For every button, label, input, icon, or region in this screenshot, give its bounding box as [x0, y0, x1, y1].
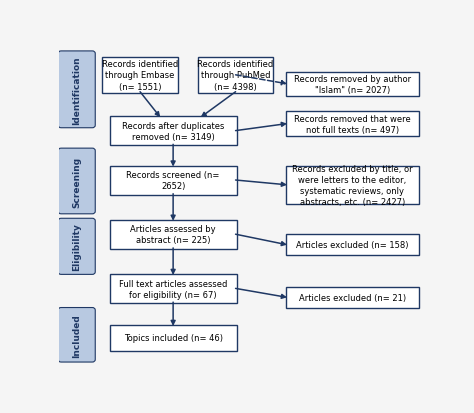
Text: Records identified
through Embase
(n= 1551): Records identified through Embase (n= 15…: [102, 60, 178, 91]
FancyBboxPatch shape: [109, 325, 237, 351]
FancyBboxPatch shape: [286, 235, 419, 256]
FancyBboxPatch shape: [58, 52, 95, 128]
FancyBboxPatch shape: [286, 166, 419, 205]
Text: Screening: Screening: [72, 156, 81, 207]
FancyBboxPatch shape: [58, 149, 95, 214]
FancyBboxPatch shape: [109, 220, 237, 249]
FancyBboxPatch shape: [58, 219, 95, 275]
Text: Identification: Identification: [72, 56, 81, 124]
Text: Full text articles assessed
for eligibility (n= 67): Full text articles assessed for eligibil…: [119, 279, 228, 299]
FancyBboxPatch shape: [198, 58, 273, 93]
Text: Articles excluded (n= 21): Articles excluded (n= 21): [299, 293, 406, 302]
Text: Included: Included: [72, 313, 81, 357]
Text: Eligibility: Eligibility: [72, 223, 81, 271]
FancyBboxPatch shape: [109, 166, 237, 195]
FancyBboxPatch shape: [58, 308, 95, 362]
FancyBboxPatch shape: [286, 287, 419, 308]
Text: Records excluded by title, or
were letters to the editor,
systematic reviews, on: Records excluded by title, or were lette…: [292, 164, 412, 206]
Text: Records identified
through PubMed
(n= 4398): Records identified through PubMed (n= 43…: [198, 60, 273, 91]
Text: Records after duplicates
removed (n= 3149): Records after duplicates removed (n= 314…: [122, 121, 224, 142]
FancyBboxPatch shape: [109, 274, 237, 303]
Text: Records screened (n=
2652): Records screened (n= 2652): [127, 171, 220, 191]
Text: Records removed by author
"Islam" (n= 2027): Records removed by author "Islam" (n= 20…: [294, 74, 411, 95]
FancyBboxPatch shape: [109, 117, 237, 146]
Text: Articles assessed by
abstract (n= 225): Articles assessed by abstract (n= 225): [130, 225, 216, 245]
FancyBboxPatch shape: [286, 112, 419, 136]
Text: Records removed that were
not full texts (n= 497): Records removed that were not full texts…: [294, 114, 410, 134]
Text: Topics included (n= 46): Topics included (n= 46): [124, 334, 223, 343]
Text: Articles excluded (n= 158): Articles excluded (n= 158): [296, 241, 409, 249]
FancyBboxPatch shape: [286, 72, 419, 97]
FancyBboxPatch shape: [102, 58, 178, 93]
